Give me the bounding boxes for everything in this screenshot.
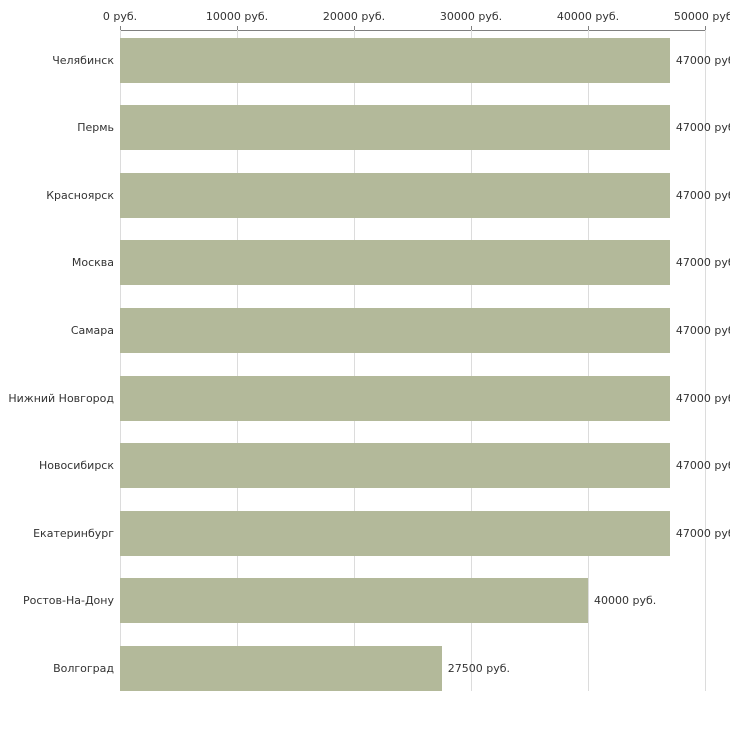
- gridline: [471, 30, 472, 691]
- bar: [120, 240, 670, 286]
- x-axis-line: [120, 30, 706, 31]
- bar: [120, 37, 670, 83]
- x-tick-label: 10000 руб.: [205, 10, 269, 23]
- bar: [120, 645, 442, 691]
- x-tick-mark: [588, 26, 589, 30]
- value-label: 47000 руб: [675, 459, 730, 473]
- bar: [120, 172, 670, 218]
- value-label: 27500 руб.: [447, 661, 511, 675]
- gridline: [588, 30, 589, 691]
- x-tick-label: 40000 руб.: [556, 10, 620, 23]
- value-label: 47000 руб: [675, 53, 730, 67]
- value-label: 47000 руб: [675, 323, 730, 337]
- x-tick-mark: [471, 26, 472, 30]
- category-label: Ростов-На-Дону: [22, 594, 114, 608]
- x-tick-mark: [237, 26, 238, 30]
- bar: [120, 510, 670, 556]
- x-tick-label: 30000 руб.: [439, 10, 503, 23]
- value-label: 47000 руб: [675, 526, 730, 540]
- x-tick-mark: [354, 26, 355, 30]
- category-label: Москва: [71, 256, 114, 270]
- bar: [120, 375, 670, 421]
- category-label: Новосибирск: [38, 459, 114, 473]
- x-tick-mark: [705, 26, 706, 30]
- bar: [120, 307, 670, 353]
- x-tick-label: 0 руб.: [102, 10, 138, 23]
- bar: [120, 105, 670, 151]
- category-label: Самара: [70, 323, 114, 337]
- value-label: 47000 руб: [675, 188, 730, 202]
- gridline: [354, 30, 355, 691]
- bar: [120, 578, 588, 624]
- value-label: 47000 руб: [675, 256, 730, 270]
- value-label: 47000 руб: [675, 121, 730, 135]
- value-label: 47000 руб: [675, 391, 730, 405]
- category-label: Екатеринбург: [33, 526, 114, 540]
- category-label: Волгоград: [53, 661, 114, 675]
- gridline: [237, 30, 238, 691]
- value-label: 40000 руб.: [594, 594, 657, 608]
- bar: [120, 443, 670, 489]
- x-tick-mark: [120, 26, 121, 30]
- gridline: [705, 30, 706, 691]
- x-tick-label: 20000 руб.: [322, 10, 386, 23]
- gridline: [120, 30, 121, 691]
- category-label: Нижний Новгород: [8, 391, 114, 405]
- x-tick-label: 50000 руб.: [673, 10, 730, 23]
- category-label: Пермь: [77, 121, 114, 135]
- category-label: Челябинск: [52, 53, 114, 67]
- category-label: Красноярск: [46, 188, 114, 202]
